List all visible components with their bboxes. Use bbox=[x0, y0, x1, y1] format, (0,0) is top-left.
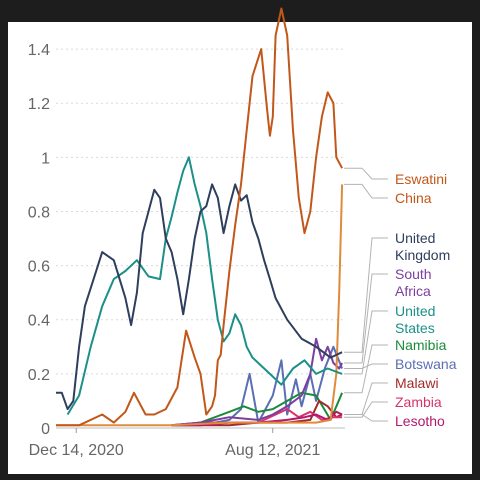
label-malawi: Malawi bbox=[395, 375, 439, 391]
label-line: Eswatini bbox=[395, 171, 447, 187]
label-united-kingdom: United Kingdom bbox=[395, 230, 450, 263]
label-line: United bbox=[395, 303, 435, 319]
y-tick-label: 0 bbox=[41, 421, 50, 438]
label-line: United bbox=[395, 230, 435, 246]
y-tick-label: 0.4 bbox=[28, 313, 50, 330]
leader-lesotho bbox=[344, 414, 388, 422]
label-line: Zambia bbox=[395, 394, 442, 410]
y-axis-ticks: 0 0.2 0.4 0.6 0.8 1 1.2 1.4 bbox=[28, 42, 50, 438]
series-line-united-states bbox=[66, 156, 343, 416]
label-line: Namibia bbox=[395, 337, 447, 353]
leader-botswana bbox=[344, 363, 388, 369]
right-border bbox=[472, 0, 480, 480]
leader-china bbox=[344, 183, 388, 199]
label-line: Kingdom bbox=[395, 247, 450, 263]
y-tick-label: 1.4 bbox=[28, 42, 50, 59]
series-line-namibia bbox=[171, 391, 344, 427]
leader-zambia bbox=[344, 401, 388, 418]
series-line-china bbox=[56, 184, 344, 427]
label-lesotho: Lesotho bbox=[395, 413, 445, 429]
label-line: States bbox=[395, 320, 435, 336]
label-line: Africa bbox=[395, 283, 431, 299]
x-tick-label: Aug 12, 2021 bbox=[225, 442, 320, 459]
label-china: China bbox=[395, 190, 432, 206]
x-axis-ticks: Dec 14, 2020 Aug 12, 2021 bbox=[29, 428, 320, 459]
bottom-border bbox=[0, 474, 480, 480]
label-eswatini: Eswatini bbox=[395, 171, 447, 187]
label-line: Botswana bbox=[395, 356, 457, 372]
label-line: China bbox=[395, 190, 432, 206]
series-line-south-africa bbox=[171, 337, 343, 427]
y-tick-label: 0.8 bbox=[28, 204, 50, 221]
label-zambia: Zambia bbox=[395, 394, 442, 410]
y-tick-label: 1 bbox=[41, 150, 50, 167]
series-line-botswana bbox=[171, 345, 344, 427]
label-line: South bbox=[395, 266, 432, 282]
series-line-eswatini bbox=[56, 7, 343, 427]
label-united-states: United States bbox=[395, 303, 435, 336]
leader-united-states bbox=[344, 310, 388, 375]
label-botswana: Botswana bbox=[395, 356, 457, 372]
label-leader-lines bbox=[344, 167, 388, 422]
label-namibia: Namibia bbox=[395, 337, 447, 353]
left-border bbox=[0, 0, 8, 480]
leader-malawi bbox=[344, 382, 388, 415]
leader-eswatini bbox=[344, 167, 388, 180]
y-tick-label: 1.2 bbox=[28, 96, 50, 113]
leader-namibia bbox=[344, 344, 388, 394]
top-bar bbox=[0, 0, 480, 22]
gridlines bbox=[56, 48, 345, 429]
series-line-united-kingdom bbox=[56, 183, 343, 411]
label-line: Lesotho bbox=[395, 413, 445, 429]
leader-south-africa bbox=[344, 273, 388, 364]
series-lines bbox=[56, 7, 344, 427]
label-line: Malawi bbox=[395, 375, 439, 391]
y-tick-label: 0.2 bbox=[28, 367, 50, 384]
y-tick-label: 0.6 bbox=[28, 259, 50, 276]
leader-united-kingdom bbox=[344, 237, 388, 353]
x-tick-label: Dec 14, 2020 bbox=[29, 442, 124, 459]
label-south-africa: South Africa bbox=[395, 266, 432, 299]
